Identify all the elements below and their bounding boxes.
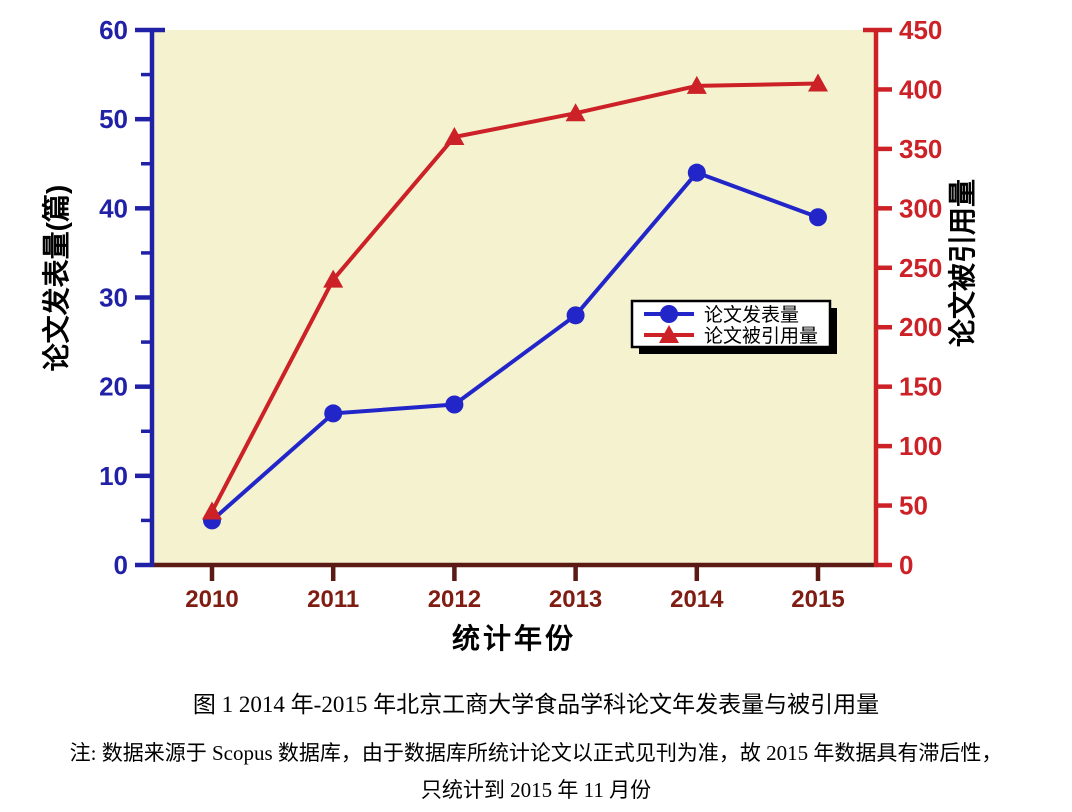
- right-tick-label: 300: [899, 193, 942, 223]
- series-publications: [203, 163, 827, 530]
- figure-note-line2: 只统计到 2015 年 11 月份: [420, 778, 652, 802]
- x-axis: 2010 2011 2012 2013 2014 2015 统计年份: [150, 562, 878, 654]
- x-tick-label: 2012: [428, 586, 481, 613]
- left-tick-label: 0: [114, 550, 128, 580]
- legend-label: 论文被引用量: [704, 325, 818, 347]
- right-tick-label: 450: [899, 15, 942, 45]
- left-tick-label: 10: [99, 461, 128, 491]
- x-axis-title: 统计年份: [452, 622, 576, 654]
- y-axis-left: 0 10 20 30 40 50 60 论文发表量(篇): [40, 15, 165, 580]
- dual-axis-line-chart: 2010 2011 2012 2013 2014 2015 统计年份 0 10 20 30 40 50 6…: [40, 15, 978, 654]
- x-tick-label: 2013: [549, 586, 602, 613]
- left-tick-label: 40: [99, 193, 128, 223]
- data-point-circle: [324, 404, 343, 423]
- series-line: [210, 170, 819, 522]
- right-tick-label: 0: [899, 550, 913, 580]
- y-axis-right: 0 50 100 150 200 250 300 350 400 450 论文被引用量: [863, 15, 978, 580]
- data-point-triangle: [659, 325, 679, 343]
- x-tick-label: 2011: [307, 586, 359, 613]
- legend-label: 论文发表量: [704, 304, 799, 326]
- left-tick-label: 60: [99, 15, 128, 45]
- x-tick-label: 2014: [670, 586, 724, 613]
- right-tick-label: 350: [899, 134, 942, 164]
- series-citations: [202, 73, 828, 520]
- data-point-circle: [687, 163, 706, 182]
- right-tick-label: 50: [899, 491, 928, 521]
- data-point-triangle: [686, 75, 707, 94]
- left-axis-title: 论文发表量(篇): [40, 185, 72, 372]
- data-point-circle: [445, 395, 464, 414]
- data-point-triangle: [444, 127, 465, 145]
- left-tick-label: 20: [99, 372, 128, 402]
- data-point-circle: [566, 306, 585, 325]
- right-tick-label: 200: [899, 312, 942, 342]
- data-point-circle: [660, 305, 678, 323]
- right-tick-label: 400: [899, 74, 942, 104]
- figure-caption: 图 1 2014 年-2015 年北京工商大学食品学科论文年发表量与被引用量: [192, 692, 880, 717]
- data-point-triangle: [565, 103, 586, 122]
- left-tick-label: 50: [99, 104, 128, 134]
- left-tick-label: 30: [99, 283, 128, 313]
- right-axis-title: 论文被引用量: [946, 179, 978, 347]
- data-point-triangle: [202, 501, 222, 520]
- right-tick-label: 250: [899, 253, 942, 283]
- series-line: [210, 81, 819, 513]
- x-tick-label: 2010: [185, 586, 238, 613]
- data-point-triangle: [808, 73, 828, 92]
- chart-area: 2010 2011 2012 2013 2014 2015 统计年份 0 10 20 30 40 50 6…: [40, 15, 978, 654]
- plot-background: [154, 30, 876, 563]
- figure-note-line1: 注: 数据来源于 Scopus 数据库，由于数据库所统计论文以正式见刊为准，故 …: [69, 741, 1003, 765]
- data-point-triangle: [323, 269, 344, 288]
- right-tick-label: 100: [899, 431, 942, 461]
- x-tick-label: 2015: [791, 586, 844, 613]
- right-tick-label: 150: [899, 372, 942, 402]
- data-point-circle: [809, 208, 827, 227]
